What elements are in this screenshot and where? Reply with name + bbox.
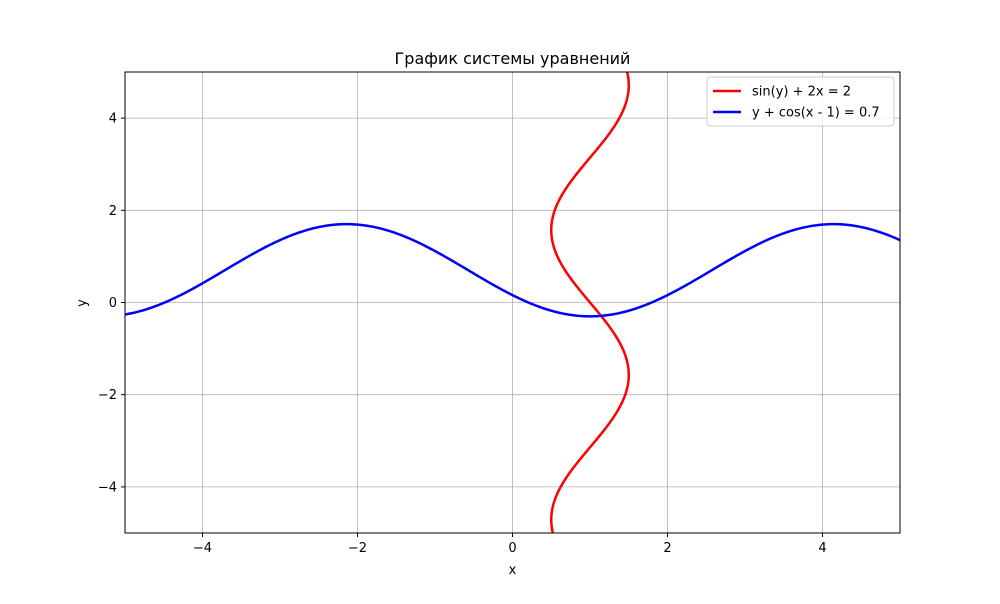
x-tick-label-1: −2	[348, 541, 367, 556]
y-tick-label-1: −2	[98, 388, 117, 403]
series-line-cos-x	[125, 222, 900, 318]
series-line-sin-y	[549, 72, 631, 533]
x-tick-label-0: −4	[193, 541, 212, 556]
x-tick-label-4: 4	[818, 541, 826, 556]
legend-label-series-2: y + cos(x - 1) = 0.7	[752, 106, 880, 121]
y-tick-label-2: 0	[109, 296, 117, 311]
x-tick-label-3: 2	[663, 541, 671, 556]
chart-title: График системы уравнений	[395, 49, 631, 68]
legend-label-series-1: sin(y) + 2x = 2	[752, 85, 851, 100]
x-tick-label-2: 0	[508, 541, 516, 556]
legend: sin(y) + 2x = 2 y + cos(x - 1) = 0.7	[706, 76, 895, 127]
x-axis-label: x	[509, 563, 517, 578]
y-tick-label-4: 4	[109, 112, 117, 127]
y-tick-label-3: 2	[109, 204, 117, 219]
legend-box	[706, 76, 895, 127]
y-tick-label-0: −4	[98, 480, 117, 495]
y-axis-label: y	[75, 299, 90, 307]
